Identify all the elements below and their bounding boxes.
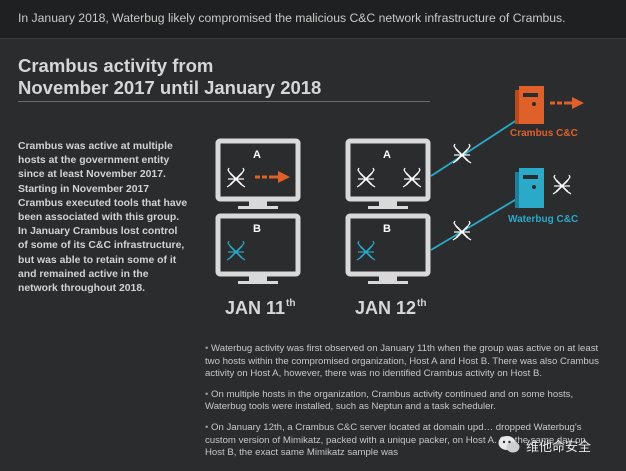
host-label-b: B <box>383 223 391 235</box>
list-item: • Waterbug activity was first observed o… <box>205 343 599 380</box>
link-host-b-to-waterbug <box>430 196 521 251</box>
waterbug-server-icon <box>515 168 544 208</box>
watermark: 维他命安全 <box>498 432 618 458</box>
watermark-text: 维他命安全 <box>526 438 592 454</box>
list-item: • On January 12th, a Crambus C&C server … <box>205 421 586 459</box>
monitor-jan12-host-a <box>345 138 431 209</box>
date-jan-11: JAN 11th <box>225 298 296 318</box>
wechat-icon <box>498 436 520 453</box>
monitor-jan12-host-b <box>345 213 431 284</box>
title-divider <box>18 101 430 102</box>
crambus-arrow-icon <box>550 97 584 109</box>
link-host-a-to-crambus <box>430 117 521 177</box>
crambus-arrow-icon <box>255 171 290 183</box>
title-line-1: Crambus activity from <box>18 55 214 76</box>
page-title: Crambus activity from November 2017 unti… <box>18 55 321 99</box>
waterbug-server-label: Waterbug C&C <box>508 214 579 225</box>
title-line-2: November 2017 until January 2018 <box>18 77 322 98</box>
bullet-list: • Waterbug activity was first observed o… <box>205 343 600 468</box>
list-item: • On multiple hosts in the organization,… <box>205 388 574 413</box>
host-label-b: B <box>253 223 261 235</box>
crambus-server-label: Crambus C&C <box>510 128 578 139</box>
monitor-jan11-host-a <box>215 138 301 209</box>
monitor-jan11-host-b <box>215 213 301 284</box>
intro-text: Crambus was active at multiple hosts at … <box>18 141 188 295</box>
host-label-a: A <box>383 149 391 161</box>
header-text: In January 2018, Waterbug likely comprom… <box>18 11 566 25</box>
header-bar: In January 2018, Waterbug likely comprom… <box>0 0 626 39</box>
waterbug-spider-icon <box>552 174 572 195</box>
date-jan-12: JAN 12th <box>355 298 427 318</box>
crambus-server-icon <box>515 86 544 124</box>
host-label-a: A <box>253 149 261 161</box>
